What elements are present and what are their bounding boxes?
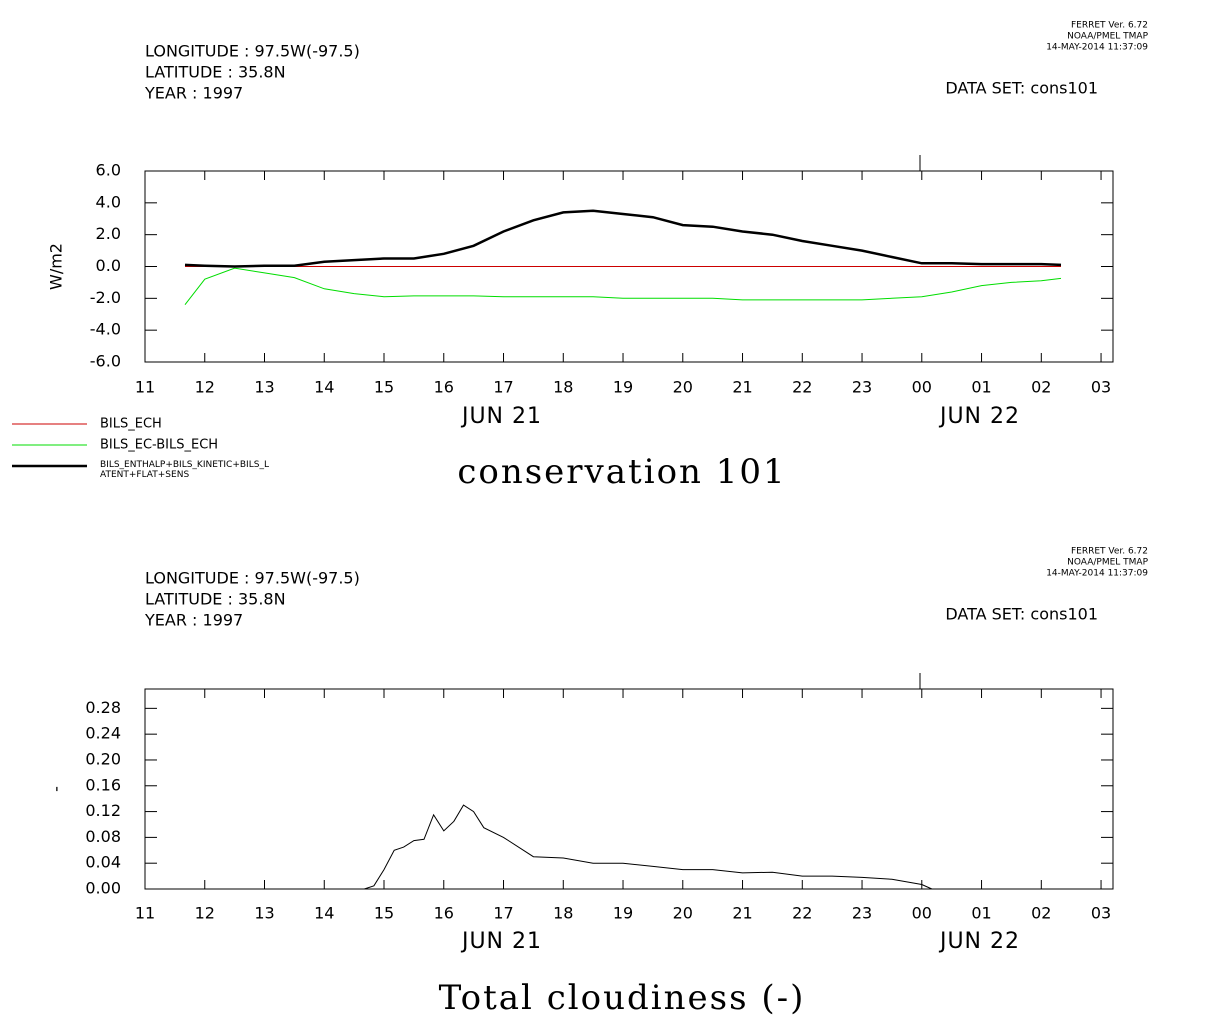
y-tick-label: 0.00 [85, 879, 121, 898]
x-tick-label: 20 [673, 904, 693, 923]
x-tick-label: 22 [792, 378, 812, 397]
y-tick-label: -2.0 [90, 288, 121, 307]
x-tick-label: 18 [553, 378, 573, 397]
x-tick-label: 16 [434, 378, 454, 397]
series-line [184, 209, 1062, 268]
ferret-stamp: FERRET Ver. 6.72 [1071, 547, 1148, 557]
x-tick-label: 23 [852, 904, 872, 923]
x-tick-label: 22 [792, 904, 812, 923]
plot-frame [144, 688, 1114, 890]
ferret-stamp: NOAA/PMEL TMAP [1067, 32, 1148, 42]
y-tick-label: 0.0 [96, 256, 121, 275]
y-tick-label: 0.24 [85, 724, 121, 743]
x-tick-label: 15 [374, 378, 394, 397]
x-tick-label: 12 [195, 378, 215, 397]
y-axis-label: W/m2 [47, 243, 66, 290]
info-line: YEAR : 1997 [144, 84, 243, 103]
x-tick-label: 12 [195, 904, 215, 923]
x-tick-label: 16 [434, 904, 454, 923]
series-line [184, 267, 1062, 306]
info-line: LATITUDE : 35.8N [145, 63, 286, 82]
x-tick-label: 20 [673, 378, 693, 397]
info-line: LONGITUDE : 97.5W(-97.5) [145, 42, 360, 61]
x-tick-label: 14 [314, 904, 334, 923]
x-tick-label: 03 [1091, 904, 1111, 923]
x-tick-label: 02 [1031, 904, 1051, 923]
x-tick-label: 03 [1091, 378, 1111, 397]
legend-label: BILS_ENTHALP+BILS_KINETIC+BILS_L ATENT+FL… [100, 460, 269, 480]
y-tick-label: 0.16 [85, 775, 121, 794]
x-tick-label: 21 [732, 904, 752, 923]
y-tick-label: 6.0 [96, 161, 121, 180]
x-tick-label: 23 [852, 378, 872, 397]
ferret-stamp: NOAA/PMEL TMAP [1067, 558, 1148, 568]
y-tick-label: 2.0 [96, 224, 121, 243]
ferret-stamp: 14-MAY-2014 11:37:09 [1046, 569, 1148, 579]
x-tick-label: 15 [374, 904, 394, 923]
y-tick-label: -6.0 [90, 352, 121, 371]
y-tick-label: 0.28 [85, 698, 121, 717]
x-tick-label: 13 [254, 378, 274, 397]
x-tick-label: 11 [135, 904, 155, 923]
chart-title: conservation 101 [457, 452, 786, 492]
info-line: LONGITUDE : 97.5W(-97.5) [145, 569, 360, 588]
ferret-stamp: 14-MAY-2014 11:37:09 [1046, 43, 1148, 53]
legend-label: BILS_ECH [100, 417, 162, 432]
x-tick-label: 13 [254, 904, 274, 923]
info-line: YEAR : 1997 [144, 611, 243, 630]
y-tick-label: -4.0 [90, 320, 121, 339]
info-line: LATITUDE : 35.8N [145, 590, 286, 609]
y-tick-label: 4.0 [96, 192, 121, 211]
date-label: JUN 22 [938, 404, 1020, 429]
series-line [364, 804, 933, 890]
dataset: DATA SET: cons101 [945, 605, 1098, 624]
y-tick-label: 0.04 [85, 853, 121, 872]
chart-title: Total cloudiness (-) [439, 978, 806, 1018]
date-label: JUN 21 [460, 929, 542, 954]
y-tick-label: 0.08 [85, 827, 121, 846]
x-tick-label: 18 [553, 904, 573, 923]
x-tick-label: 01 [971, 378, 991, 397]
ferret-stamp: FERRET Ver. 6.72 [1071, 21, 1148, 31]
x-tick-label: 11 [135, 378, 155, 397]
x-tick-label: 19 [613, 904, 633, 923]
x-tick-label: 21 [732, 378, 752, 397]
x-tick-label: 00 [912, 378, 932, 397]
x-tick-label: 17 [493, 378, 513, 397]
legend-label: BILS_EC-BILS_ECH [100, 438, 218, 453]
y-axis-label: - [47, 786, 66, 792]
y-tick-label: 0.20 [85, 749, 121, 768]
x-tick-label: 17 [493, 904, 513, 923]
x-tick-label: 02 [1031, 378, 1051, 397]
dataset: DATA SET: cons101 [945, 79, 1098, 98]
x-tick-label: 01 [971, 904, 991, 923]
y-tick-label: 0.12 [85, 801, 121, 820]
x-tick-label: 00 [912, 904, 932, 923]
date-label: JUN 22 [938, 929, 1020, 954]
x-tick-label: 14 [314, 378, 334, 397]
date-label: JUN 21 [460, 404, 542, 429]
x-tick-label: 19 [613, 378, 633, 397]
